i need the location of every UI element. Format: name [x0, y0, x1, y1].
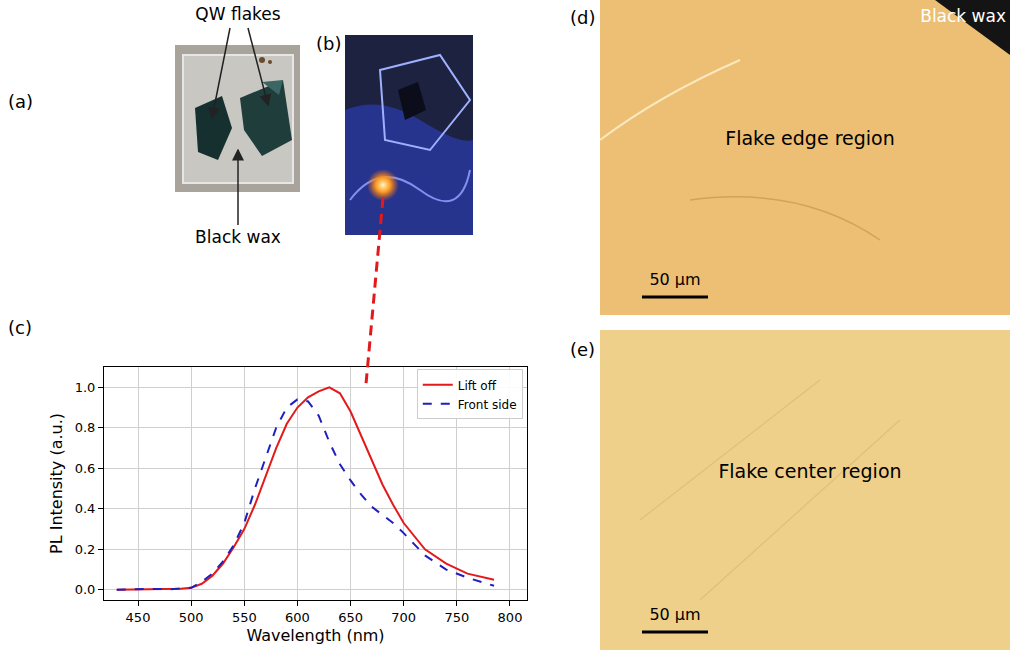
svg-text:0.0: 0.0 [75, 582, 96, 597]
svg-text:Flake edge region: Flake edge region [725, 127, 895, 149]
svg-text:(b): (b) [316, 33, 341, 54]
svg-text:(e): (e) [570, 339, 595, 360]
svg-text:Black wax: Black wax [195, 227, 281, 247]
svg-text:Flake center region: Flake center region [718, 460, 901, 482]
svg-text:0.6: 0.6 [75, 461, 96, 476]
svg-text:1.0: 1.0 [75, 380, 96, 395]
svg-text:0.8: 0.8 [75, 420, 96, 435]
svg-text:50 μm: 50 μm [649, 605, 700, 624]
svg-text:QW flakes: QW flakes [195, 4, 280, 24]
svg-text:700: 700 [391, 610, 416, 625]
svg-text:750: 750 [444, 610, 469, 625]
svg-text:(d): (d) [570, 7, 595, 28]
svg-text:Lift off: Lift off [458, 379, 497, 393]
svg-text:Wavelength (nm): Wavelength (nm) [246, 626, 384, 645]
svg-text:Black wax: Black wax [920, 6, 1006, 26]
svg-text:500: 500 [179, 610, 204, 625]
svg-text:50 μm: 50 μm [649, 270, 700, 289]
svg-text:550: 550 [232, 610, 257, 625]
svg-text:600: 600 [285, 610, 310, 625]
svg-text:0.2: 0.2 [75, 542, 96, 557]
svg-text:(a): (a) [8, 91, 33, 112]
svg-text:0.4: 0.4 [75, 501, 96, 516]
svg-text:PL Intensity (a.u.): PL Intensity (a.u.) [47, 413, 66, 554]
svg-text:450: 450 [126, 610, 151, 625]
svg-text:800: 800 [498, 610, 523, 625]
svg-text:(c): (c) [8, 317, 32, 338]
svg-text:Front side: Front side [458, 398, 517, 412]
svg-text:650: 650 [338, 610, 363, 625]
